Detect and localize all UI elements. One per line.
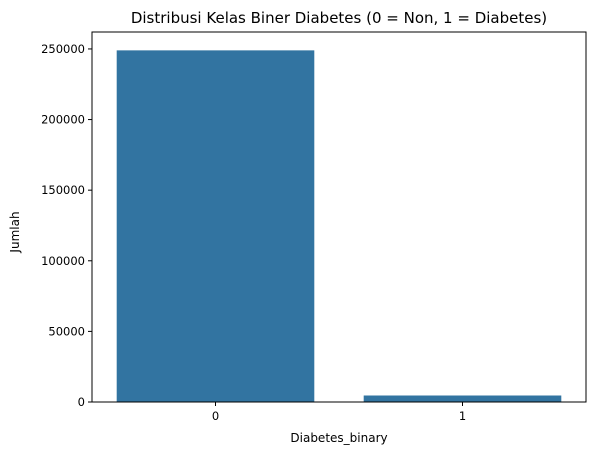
- y-tick-label: 100000: [41, 254, 85, 268]
- x-tick-label: 0: [212, 409, 219, 423]
- chart-title: Distribusi Kelas Biner Diabetes (0 = Non…: [131, 9, 547, 27]
- bar-0: [117, 50, 315, 402]
- x-axis-label: Diabetes_binary: [290, 431, 387, 445]
- y-tick-label: 50000: [48, 324, 85, 338]
- plot-area: 0 50000 100000 150000 200000 250000 0 1: [41, 32, 586, 423]
- bar-1: [364, 396, 562, 402]
- y-tick-label: 250000: [41, 42, 85, 56]
- y-tick-label: 0: [78, 395, 85, 409]
- x-tick-label: 1: [459, 409, 466, 423]
- y-tick-label: 200000: [41, 113, 85, 127]
- y-axis-label: Jumlah: [8, 211, 22, 253]
- y-tick-label: 150000: [41, 183, 85, 197]
